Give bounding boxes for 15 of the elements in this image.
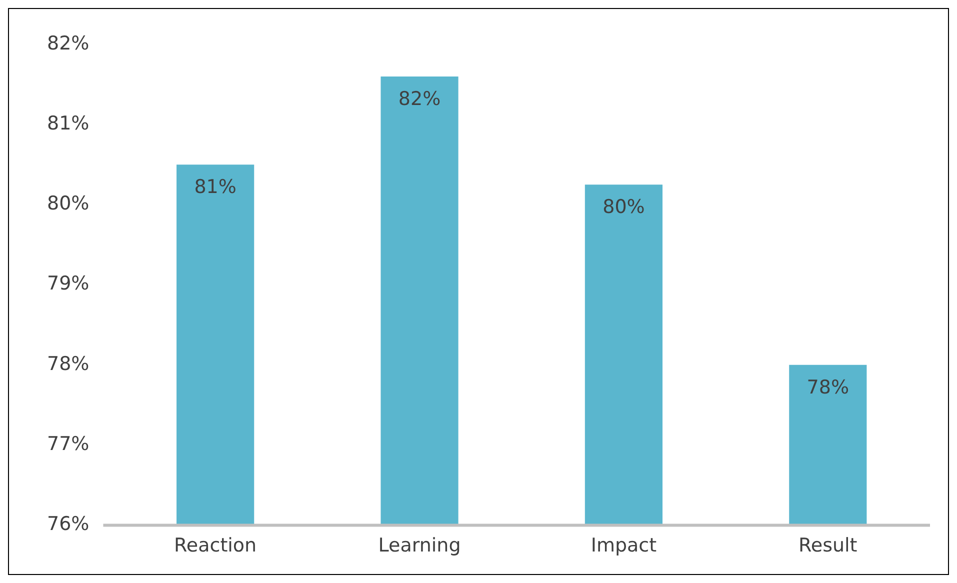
y-tick-label: 82% (46, 32, 90, 54)
x-tick-label: Reaction (174, 534, 257, 557)
y-tick-label: 77% (46, 433, 90, 456)
y-tick-label: 79% (46, 272, 90, 295)
x-tick-label: Learning (378, 534, 461, 557)
data-label: 80% (602, 196, 645, 218)
x-tick-label: Result (798, 534, 858, 557)
y-tick-label: 78% (46, 352, 90, 375)
y-tick-label: 76% (46, 513, 90, 536)
data-label: 82% (398, 88, 441, 110)
data-label: 81% (194, 176, 236, 198)
y-tick-label: 80% (46, 192, 90, 215)
y-tick-label: 81% (46, 112, 90, 134)
x-tick-label: Impact (590, 534, 657, 557)
data-label: 78% (806, 376, 850, 398)
